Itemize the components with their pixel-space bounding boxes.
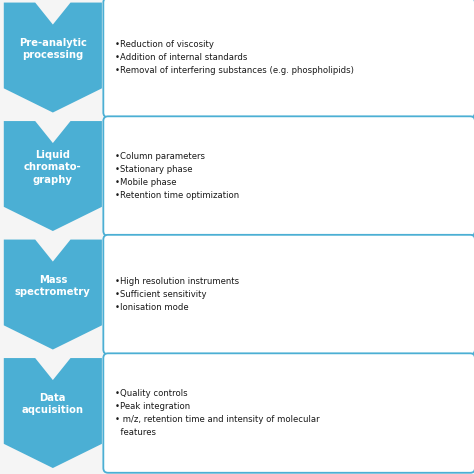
Text: •Column parameters
•Stationary phase
•Mobile phase
•Retention time optimization: •Column parameters •Stationary phase •Mo… — [115, 152, 239, 200]
Text: •Reduction of viscosity
•Addition of internal standards
•Removal of interfering : •Reduction of viscosity •Addition of int… — [115, 40, 354, 75]
FancyBboxPatch shape — [103, 235, 474, 354]
Text: Mass
spectrometry: Mass spectrometry — [15, 274, 91, 297]
Polygon shape — [4, 239, 102, 349]
Polygon shape — [4, 2, 102, 112]
FancyBboxPatch shape — [103, 0, 474, 117]
Polygon shape — [4, 121, 102, 231]
Text: Data
aqcuisition: Data aqcuisition — [22, 393, 84, 415]
Text: Liquid
chromatо-
graphy: Liquid chromatо- graphy — [24, 150, 82, 185]
Text: Pre-analytic
processing: Pre-analytic processing — [19, 37, 87, 60]
Text: •High resolution instruments
•Sufficient sensitivity
•Ionisation mode: •High resolution instruments •Sufficient… — [115, 277, 239, 312]
FancyBboxPatch shape — [103, 353, 474, 473]
Text: •Quality controls
•Peak integration
• m/z, retention time and intensity of molec: •Quality controls •Peak integration • m/… — [115, 389, 320, 437]
FancyBboxPatch shape — [103, 116, 474, 236]
Polygon shape — [4, 358, 102, 468]
